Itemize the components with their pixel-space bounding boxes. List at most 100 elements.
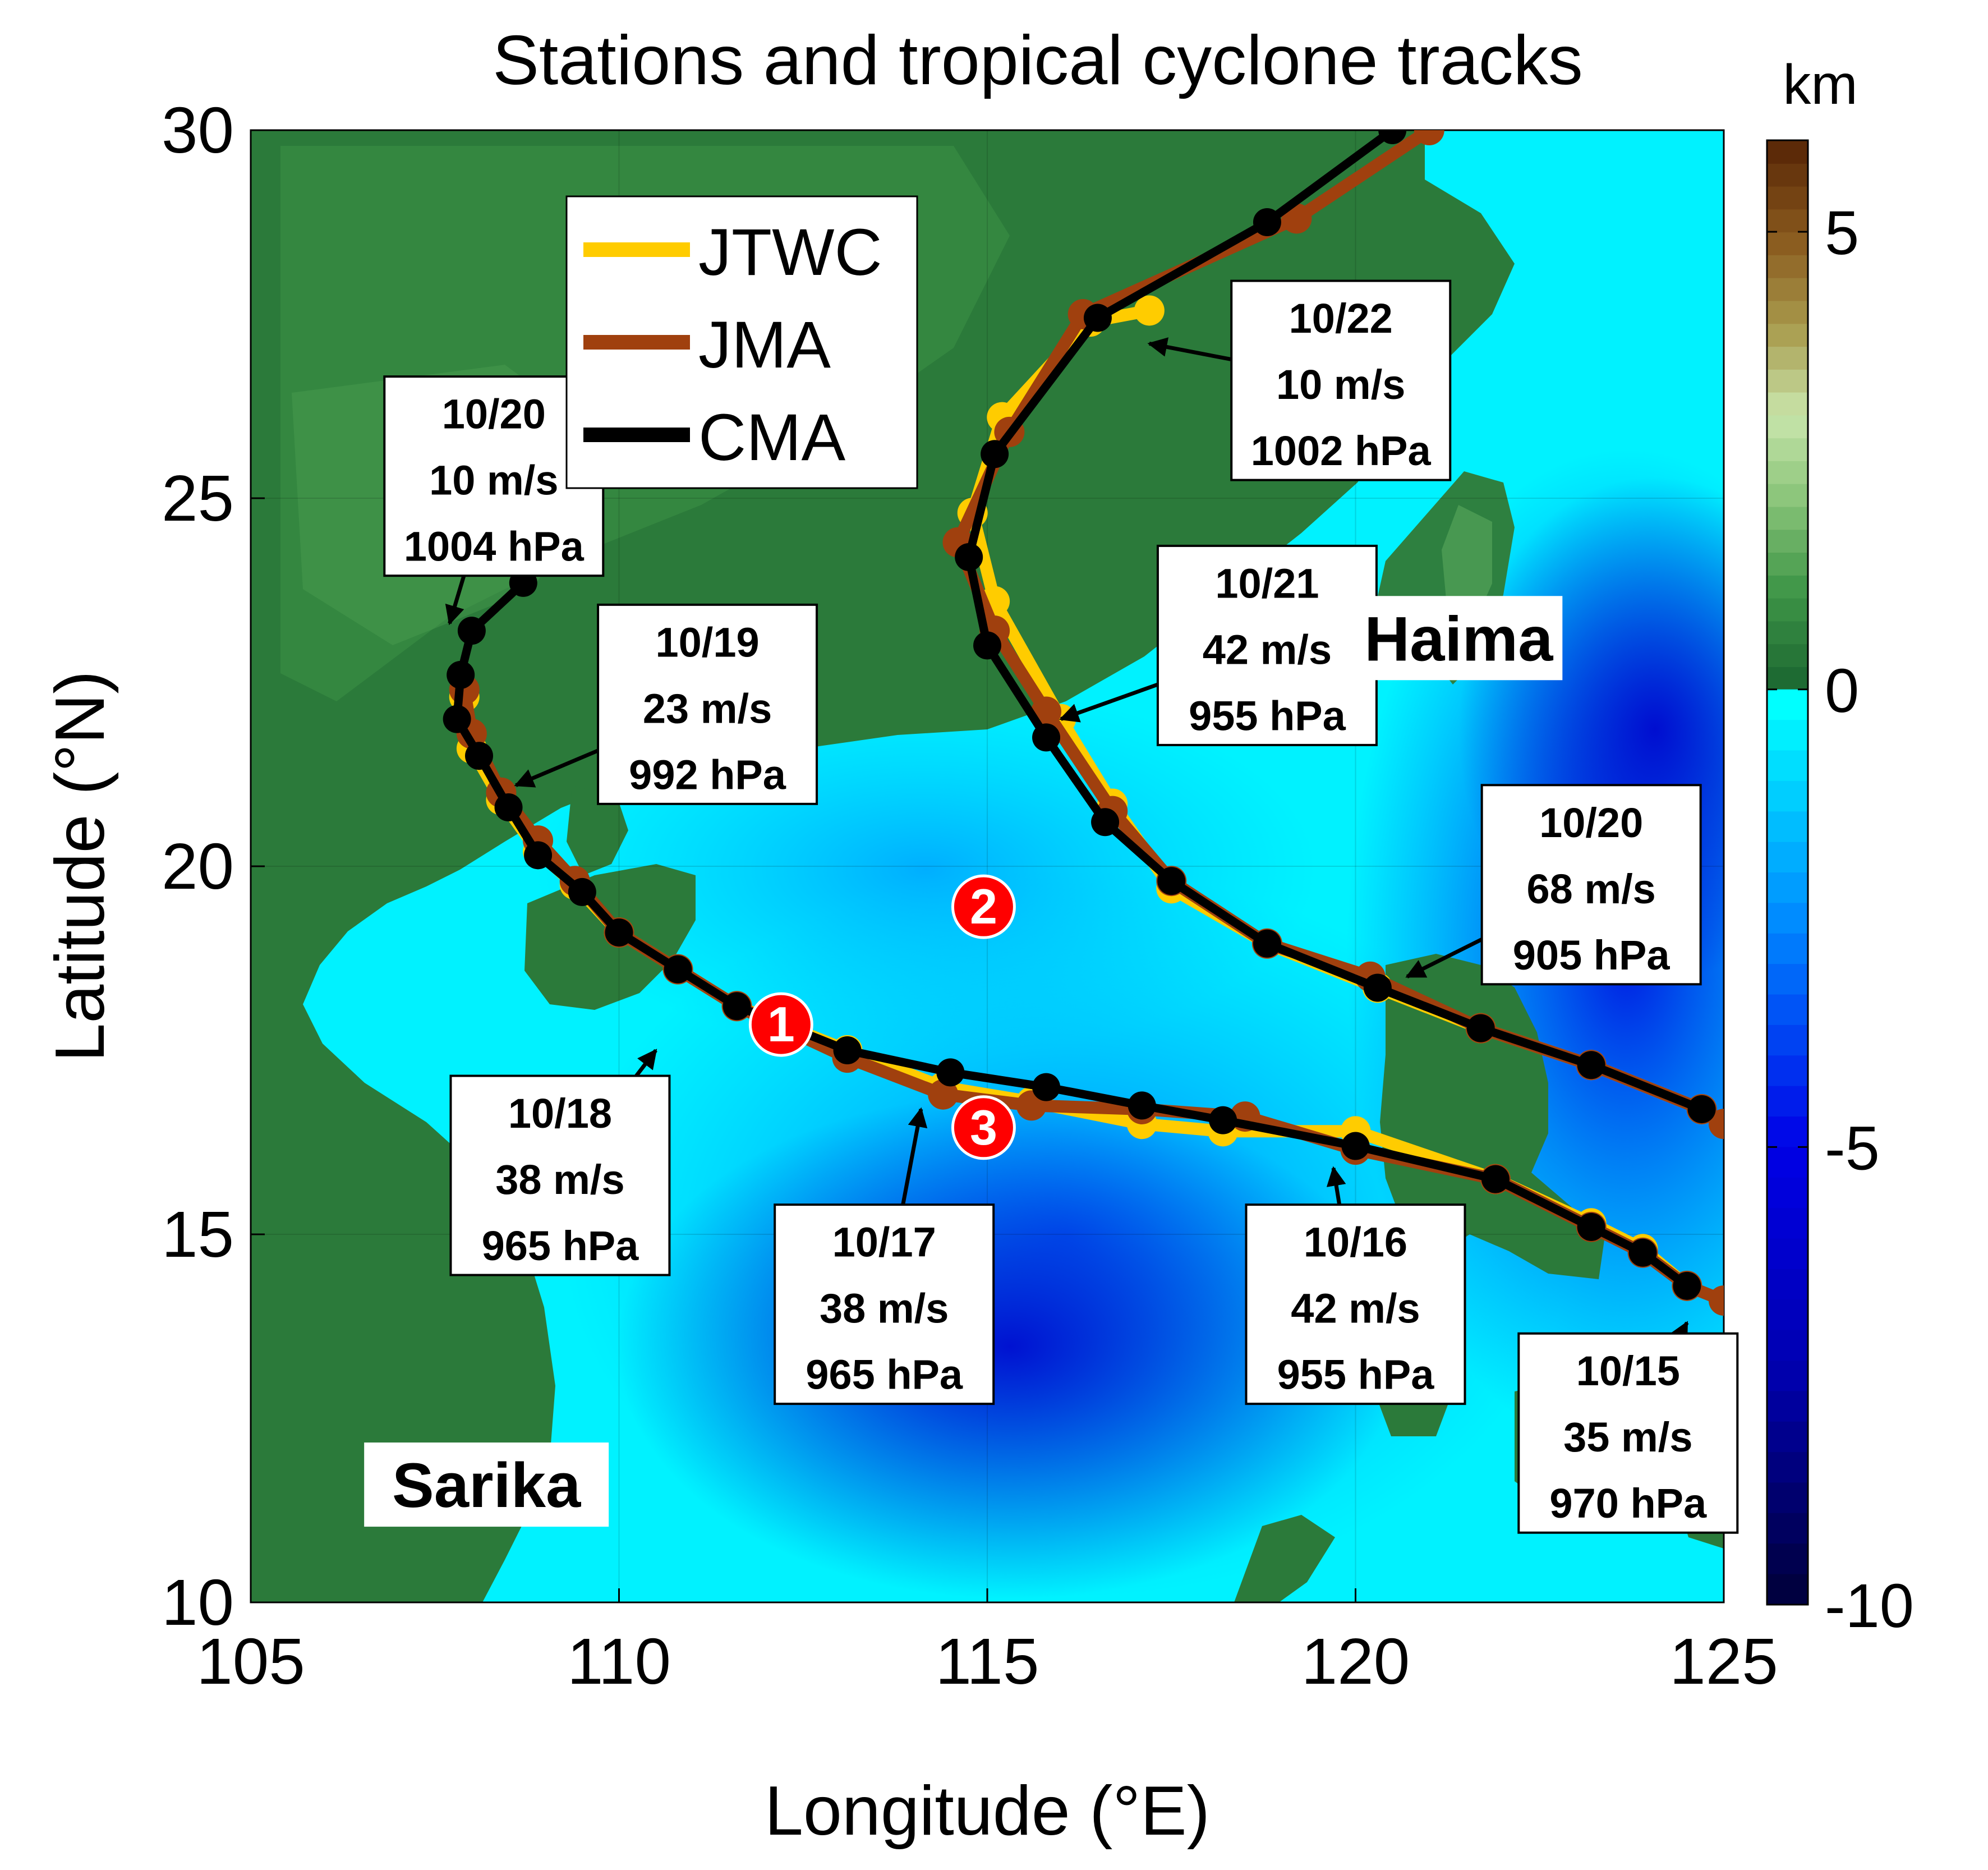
legend-label-jma: JMA	[698, 308, 831, 382]
colorbar-band	[1767, 621, 1808, 645]
annotation-text: 970 hPa	[1549, 1480, 1707, 1527]
annotation-text: 10 m/s	[429, 457, 558, 504]
y-axis: 10 15 20 25 30	[162, 94, 265, 1639]
track-point	[1341, 1132, 1370, 1160]
x-tick-label: 110	[567, 1625, 671, 1698]
annotation-text: 965 hPa	[806, 1352, 963, 1398]
annotation-arrow	[1147, 337, 1232, 362]
colorbar-band	[1767, 1330, 1808, 1361]
annotation-text: 965 hPa	[482, 1223, 639, 1269]
y-tick-label: 30	[162, 94, 234, 167]
colorbar-unit: km	[1783, 53, 1857, 116]
colorbar-tick-label: 5	[1825, 199, 1859, 268]
track-annotation: 10/22 10 m/s 1002 hPa	[1147, 279, 1452, 481]
colorbar-band	[1767, 1361, 1808, 1392]
track-annotation: 10/19 23 m/s 992 hPa	[514, 603, 818, 805]
annotation-arrow	[1670, 1321, 1689, 1343]
annotation-text: 42 m/s	[1291, 1285, 1420, 1332]
annotation-box	[449, 1074, 671, 1276]
annotation-text: 10/21	[1215, 560, 1319, 607]
annotation-text: 955 hPa	[1277, 1352, 1435, 1398]
annotation-text: 992 hPa	[629, 751, 786, 798]
colorbar-band	[1767, 232, 1808, 255]
track-point	[1709, 1285, 1724, 1316]
colorbar-band	[1767, 1452, 1808, 1483]
track-point	[723, 992, 751, 1021]
colorbar-band	[1767, 964, 1808, 995]
track-point	[1253, 929, 1281, 958]
annotation-box	[1517, 1332, 1739, 1534]
track-point	[1083, 304, 1112, 332]
track-point	[605, 918, 633, 947]
colorbar-band	[1767, 842, 1808, 873]
track-point	[1673, 1271, 1701, 1300]
track-point	[1414, 130, 1444, 145]
station-label: 1	[767, 996, 795, 1052]
track-point	[1128, 1091, 1156, 1120]
colorbar-band	[1767, 163, 1808, 187]
track-point	[936, 1058, 965, 1087]
annotation-text: 10/18	[508, 1090, 612, 1137]
annotation-box	[774, 1203, 995, 1405]
track-point	[1091, 808, 1120, 837]
annotation-text: 68 m/s	[1526, 866, 1655, 912]
colorbar-band	[1767, 277, 1808, 301]
track-point	[1378, 130, 1407, 144]
annotation-text: 38 m/s	[820, 1285, 949, 1332]
station-marker	[951, 874, 1016, 939]
colorbar-band	[1767, 254, 1808, 278]
annotation-text: 10 m/s	[1276, 361, 1405, 408]
track-annotation: 10/16 42 m/s 955 hPa	[1245, 1166, 1466, 1405]
colorbar-band	[1767, 780, 1808, 812]
stations: 1 2 3	[748, 874, 1016, 1160]
colorbar-band	[1767, 529, 1808, 553]
colorbar-band	[1767, 994, 1808, 1026]
x-axis: 105 110 115 120 125	[196, 1588, 1778, 1698]
legend-label-cma: CMA	[698, 401, 846, 475]
colorbar-band	[1767, 1574, 1808, 1605]
colorbar-band	[1767, 186, 1808, 210]
station-1: 1	[748, 992, 813, 1057]
annotation-text: 905 hPa	[1513, 932, 1671, 978]
annotation-text: 42 m/s	[1203, 626, 1332, 673]
station-label: 2	[970, 879, 997, 934]
annotation-text: 10/20	[442, 391, 546, 438]
annotation-arrow	[634, 1049, 657, 1077]
track-point	[465, 742, 494, 770]
y-axis-label: Latitude (°N)	[42, 670, 119, 1062]
colorbar-band	[1767, 1543, 1808, 1575]
colorbar-band	[1767, 1024, 1808, 1056]
colorbar-band	[1767, 720, 1808, 751]
colorbar-band	[1767, 1513, 1808, 1545]
track-point	[457, 617, 486, 645]
track-point	[833, 1036, 862, 1064]
station-label: 3	[970, 1100, 997, 1155]
colorbar-frame	[1766, 139, 1809, 1606]
track-point	[664, 955, 692, 984]
colorbar-band	[1767, 1299, 1808, 1331]
annotation-arrow	[1405, 938, 1483, 978]
track-point	[981, 440, 1009, 468]
colorbar-band	[1767, 415, 1808, 439]
track-point	[494, 793, 523, 822]
track-point	[447, 660, 475, 689]
track-point	[928, 1079, 959, 1110]
cyclone-tracks	[443, 130, 1724, 1316]
colorbar-band	[1767, 438, 1808, 461]
track-sarika-cma	[443, 568, 1701, 1300]
track-point	[1134, 295, 1165, 326]
annotation-text: 10/15	[1576, 1348, 1680, 1394]
colorbar-band	[1767, 1055, 1808, 1087]
colorbar: 5 0 -5 -10 km	[1766, 53, 1914, 1641]
annotation-box	[597, 603, 818, 805]
track-point	[1032, 1073, 1061, 1101]
storm-labels: Haima Sarika	[364, 596, 1563, 1527]
colorbar-band	[1767, 460, 1808, 484]
colorbar-band	[1767, 750, 1808, 782]
colorbar-tick-label: -5	[1825, 1114, 1880, 1183]
track-point	[955, 543, 983, 571]
track-annotation: 10/18 38 m/s 965 hPa	[449, 1049, 671, 1276]
annotation-text: 10/22	[1289, 295, 1393, 342]
annotation-text: 35 m/s	[1563, 1414, 1692, 1460]
